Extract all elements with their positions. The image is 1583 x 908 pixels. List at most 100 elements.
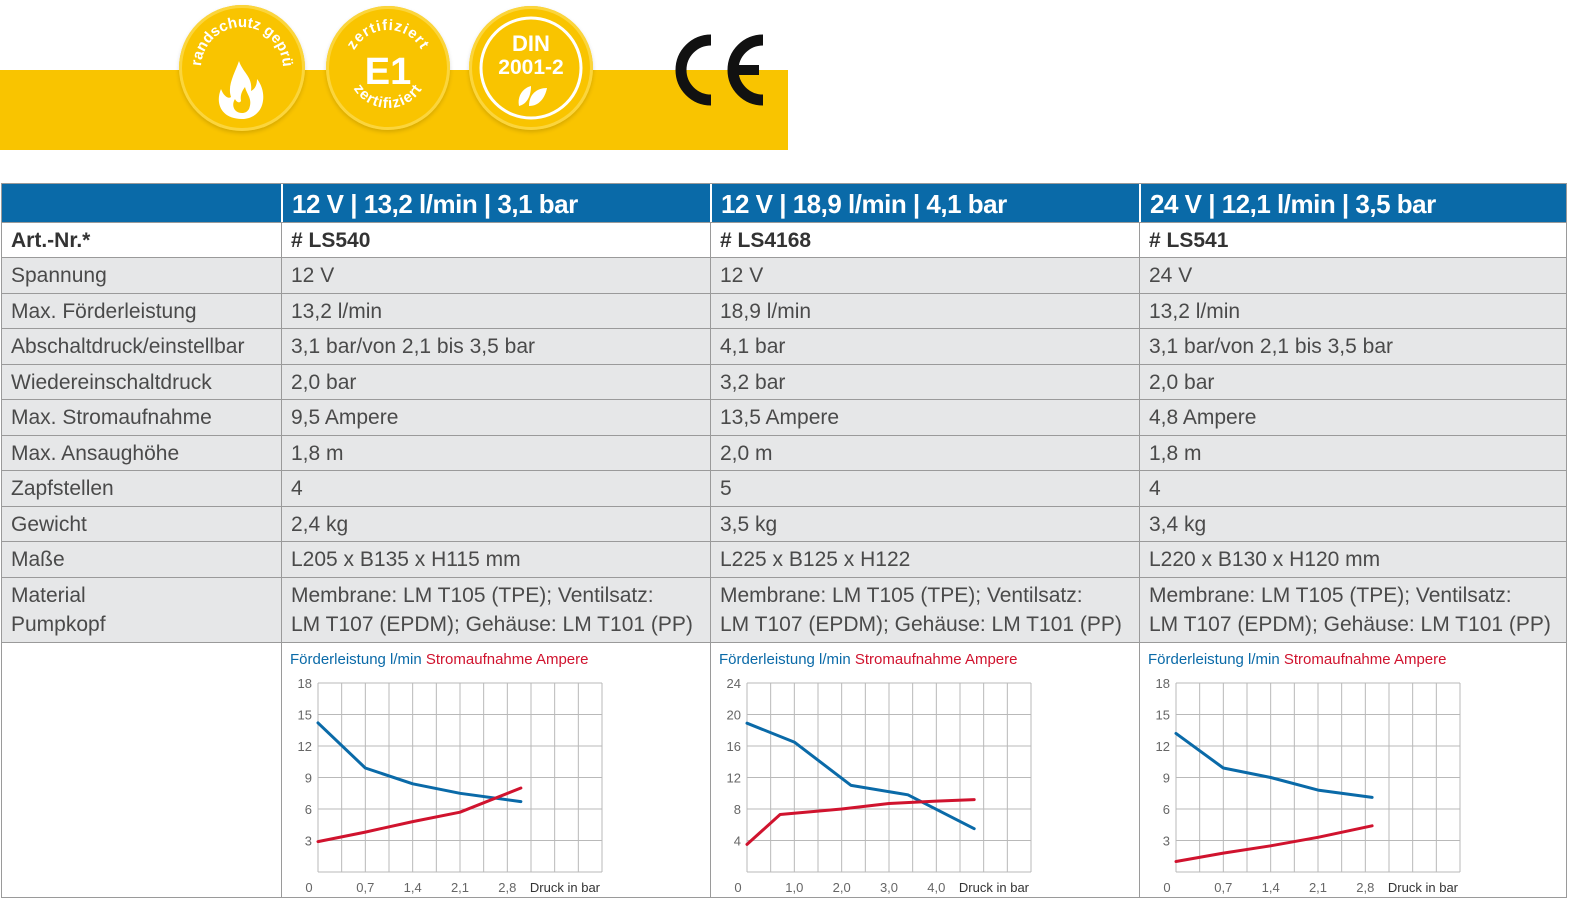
row-label: Zapfstellen — [11, 477, 114, 500]
table-row: Material Pumpkopf Membrane: LM T105 (TPE… — [2, 577, 1566, 642]
row-label: Maße — [11, 548, 65, 571]
y-tick-label: 18 — [298, 676, 312, 691]
table-cell: 9,5 Ampere — [281, 400, 710, 435]
legend-entry: Stromaufnahme Ampere — [1280, 651, 1447, 668]
y-tick-label: 6 — [305, 802, 312, 817]
x-tick-label: 2,8 — [1356, 880, 1374, 895]
cell-line: LM T107 (EPDM); Gehäuse: LM T101 (PP) — [1149, 613, 1551, 636]
y-tick-label: 12 — [298, 739, 312, 754]
y-tick-label: 9 — [1163, 771, 1170, 786]
x-tick-label: 3,0 — [880, 880, 898, 895]
x-tick-label: 1,0 — [785, 880, 803, 895]
row-label: Art.-Nr.* — [11, 229, 91, 252]
chart-row: Förderleistung l/min Stromaufnahme Amper… — [2, 642, 1566, 897]
table-row: Max. Ansaughöhe 1,8 m 2,0 m 1,8 m — [2, 435, 1566, 470]
x-tick-label: 0,7 — [1214, 880, 1232, 895]
chart-legend: Förderleistung l/min Stromaufnahme Amper… — [1148, 651, 1446, 668]
leaf-icon — [518, 86, 547, 106]
chart-cell: Förderleistung l/min Stromaufnahme Amper… — [710, 643, 1139, 897]
y-tick-label: 3 — [1163, 834, 1170, 849]
table-row: Spannung 12 V 12 V 24 V — [2, 257, 1566, 293]
table-cell: 12 V — [281, 258, 710, 293]
fire-badge-graphic: Brandschutz geprüft — [179, 5, 296, 119]
table-cell: Membrane: LM T105 (TPE); Ventilsatz: LM … — [1139, 578, 1566, 642]
y-tick-label: 12 — [727, 771, 741, 786]
x-axis-label: Druck in bar — [530, 880, 601, 895]
table-cell: 13,2 l/min — [281, 294, 710, 328]
x-tick-label: 0,7 — [356, 880, 374, 895]
table-row: Art.-Nr.* # LS540 # LS4168 # LS541 — [2, 222, 1566, 257]
flame-icon — [218, 61, 264, 119]
row-label: Spannung — [11, 264, 107, 287]
legend-entry: Förderleistung l/min — [719, 651, 851, 668]
table-cell: 1,8 m — [281, 436, 710, 470]
article-number: # LS540 — [281, 223, 710, 257]
series-line — [1174, 731, 1374, 799]
table-cell: 12 V — [710, 258, 1139, 293]
din-badge: DIN 2001-2 — [469, 6, 593, 130]
table-cell: 13,2 l/min — [1139, 294, 1566, 328]
table-cell: 1,8 m — [1139, 436, 1566, 470]
row-label: Max. Förderleistung — [11, 300, 197, 323]
column-header-3: 24 V | 12,1 l/min | 3,5 bar — [1139, 184, 1566, 222]
y-tick-label: 15 — [298, 708, 312, 723]
performance-chart-1: Förderleistung l/min Stromaufnahme Amper… — [290, 651, 603, 895]
table-cell: 18,9 l/min — [710, 294, 1139, 328]
row-label-line: Material — [11, 584, 86, 607]
table-cell: 3,4 kg — [1139, 507, 1566, 541]
din-badge-graphic: DIN 2001-2 — [479, 16, 583, 120]
legend-entry: Förderleistung l/min — [1148, 651, 1280, 668]
y-tick-label: 6 — [1163, 802, 1170, 817]
table-cell: L220 x B130 x H120 mm — [1139, 542, 1566, 577]
series-line — [1174, 824, 1374, 863]
y-tick-label: 15 — [1156, 708, 1170, 723]
svg-text:Brandschutz geprüft: Brandschutz geprüft — [179, 5, 296, 68]
table-cell: 3,5 kg — [710, 507, 1139, 541]
y-tick-label: 16 — [727, 739, 741, 754]
x-tick-label: 4,0 — [927, 880, 945, 895]
table-cell: 2,4 kg — [281, 507, 710, 541]
table-row: Gewicht 2,4 kg 3,5 kg 3,4 kg — [2, 506, 1566, 541]
table-cell: Membrane: LM T105 (TPE); Ventilsatz: LM … — [281, 578, 710, 642]
x-tick-label: 1,4 — [404, 880, 422, 895]
e1-top-text: zertifiziert — [343, 17, 432, 53]
x-tick-label: 2,8 — [498, 880, 516, 895]
y-tick-label: 24 — [727, 676, 741, 691]
legend-entry: Förderleistung l/min — [290, 651, 422, 668]
table-row: Abschaltdruck/einstellbar 3,1 bar/von 2,… — [2, 328, 1566, 364]
table-row: Wiedereinschaltdruck 2,0 bar 3,2 bar 2,0… — [2, 364, 1566, 399]
x-tick-label: 0 — [305, 880, 312, 895]
column-header-1: 12 V | 13,2 l/min | 3,1 bar — [281, 184, 710, 222]
table-cell: 2,0 m — [710, 436, 1139, 470]
y-tick-label: 12 — [1156, 739, 1170, 754]
series-line — [316, 721, 523, 804]
din-line1: DIN — [512, 31, 550, 56]
table-cell: 4 — [1139, 471, 1566, 506]
table-cell: 3,2 bar — [710, 365, 1139, 399]
series-line — [316, 786, 523, 844]
row-label: Gewicht — [11, 513, 87, 536]
ce-mark-icon: CE — [675, 34, 764, 106]
row-label: Max. Ansaughöhe — [11, 442, 180, 465]
row-label: Material Pumpkopf — [2, 578, 281, 642]
table-cell: 4,8 Ampere — [1139, 400, 1566, 435]
table-row: Max. Förderleistung 13,2 l/min 18,9 l/mi… — [2, 293, 1566, 328]
table-row: Max. Stromaufnahme 9,5 Ampere 13,5 Amper… — [2, 399, 1566, 435]
fire-badge-text: Brandschutz geprüft — [179, 5, 296, 68]
article-number: # LS541 — [1139, 223, 1566, 257]
chart-cell: Förderleistung l/min Stromaufnahme Amper… — [281, 643, 710, 897]
table-cell: 5 — [710, 471, 1139, 506]
column-header-2: 12 V | 18,9 l/min | 4,1 bar — [710, 184, 1139, 222]
performance-chart-2: Förderleistung l/min Stromaufnahme Amper… — [719, 651, 1032, 895]
table-cell: L225 x B125 x H122 — [710, 542, 1139, 577]
spec-table: 12 V | 13,2 l/min | 3,1 bar 12 V | 18,9 … — [1, 183, 1567, 898]
table-cell: 4 — [281, 471, 710, 506]
row-label-line: Pumpkopf — [11, 613, 106, 636]
series-line — [745, 721, 976, 831]
series-line — [745, 798, 976, 846]
table-cell: 24 V — [1139, 258, 1566, 293]
cell-line: LM T107 (EPDM); Gehäuse: LM T101 (PP) — [291, 613, 693, 636]
cell-line: Membrane: LM T105 (TPE); Ventilsatz: — [720, 584, 1083, 607]
x-tick-label: 1,4 — [1262, 880, 1280, 895]
legend-entry: Stromaufnahme Ampere — [851, 651, 1018, 668]
